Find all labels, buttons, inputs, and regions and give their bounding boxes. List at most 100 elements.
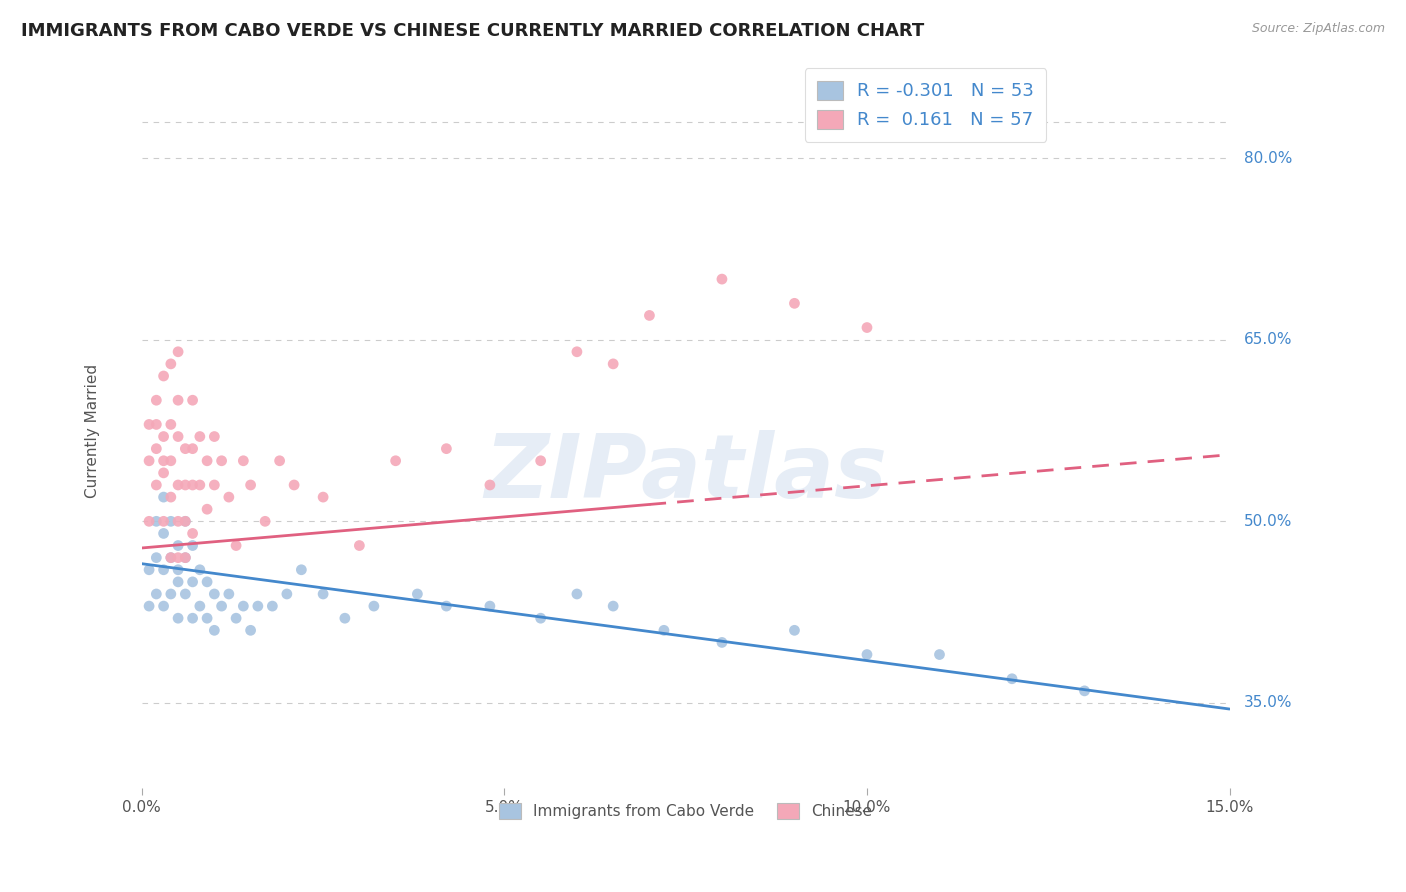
Point — [406, 587, 429, 601]
Point — [565, 587, 588, 601]
Point — [783, 296, 806, 310]
Point — [167, 344, 190, 359]
Text: Source: ZipAtlas.com: Source: ZipAtlas.com — [1251, 22, 1385, 36]
Point — [195, 502, 218, 516]
Point — [181, 611, 204, 625]
Point — [152, 490, 174, 504]
Point — [218, 587, 240, 601]
Point — [434, 599, 457, 613]
Text: 35.0%: 35.0% — [1244, 696, 1292, 711]
Point — [160, 454, 183, 468]
Point — [530, 611, 553, 625]
Point — [602, 599, 624, 613]
Point — [1001, 672, 1024, 686]
Point — [188, 599, 211, 613]
Point — [145, 478, 167, 492]
Point — [283, 478, 305, 492]
Point — [856, 320, 879, 334]
Point — [239, 624, 262, 638]
Point — [333, 611, 356, 625]
Legend: R = -0.301   N = 53, R =  0.161   N = 57: R = -0.301 N = 53, R = 0.161 N = 57 — [804, 68, 1046, 142]
Point — [188, 478, 211, 492]
Point — [174, 478, 197, 492]
Point — [638, 309, 661, 323]
Text: 65.0%: 65.0% — [1244, 332, 1292, 347]
Point — [152, 599, 174, 613]
Point — [152, 514, 174, 528]
Point — [167, 429, 190, 443]
Point — [152, 563, 174, 577]
Point — [181, 526, 204, 541]
Point — [138, 514, 160, 528]
Point — [138, 417, 160, 432]
Point — [363, 599, 385, 613]
Point — [312, 490, 335, 504]
Point — [195, 574, 218, 589]
Point — [565, 344, 588, 359]
Point — [167, 514, 190, 528]
Point — [1073, 684, 1095, 698]
Point — [254, 514, 277, 528]
Point — [181, 478, 204, 492]
Point — [152, 369, 174, 384]
Point — [195, 454, 218, 468]
Point — [188, 429, 211, 443]
Point — [181, 393, 204, 408]
Point — [174, 550, 197, 565]
Point — [152, 454, 174, 468]
Point — [145, 393, 167, 408]
Point — [160, 417, 183, 432]
Point — [478, 599, 501, 613]
Text: Currently Married: Currently Married — [86, 363, 100, 498]
Point — [232, 599, 254, 613]
Text: IMMIGRANTS FROM CABO VERDE VS CHINESE CURRENTLY MARRIED CORRELATION CHART: IMMIGRANTS FROM CABO VERDE VS CHINESE CU… — [21, 22, 924, 40]
Point — [174, 514, 197, 528]
Point — [239, 478, 262, 492]
Point — [167, 550, 190, 565]
Point — [145, 442, 167, 456]
Point — [167, 563, 190, 577]
Point — [188, 563, 211, 577]
Point — [181, 574, 204, 589]
Point — [160, 514, 183, 528]
Point — [856, 648, 879, 662]
Text: 80.0%: 80.0% — [1244, 151, 1292, 166]
Point — [202, 478, 225, 492]
Point — [167, 611, 190, 625]
Point — [167, 539, 190, 553]
Point — [174, 514, 197, 528]
Point — [312, 587, 335, 601]
Point — [202, 624, 225, 638]
Point — [167, 393, 190, 408]
Point — [152, 429, 174, 443]
Point — [138, 599, 160, 613]
Point — [160, 357, 183, 371]
Point — [160, 550, 183, 565]
Point — [174, 442, 197, 456]
Point — [478, 478, 501, 492]
Point — [181, 539, 204, 553]
Point — [783, 624, 806, 638]
Point — [262, 599, 284, 613]
Point — [202, 587, 225, 601]
Point — [652, 624, 675, 638]
Point — [225, 611, 247, 625]
Point — [232, 454, 254, 468]
Point — [167, 574, 190, 589]
Point — [152, 466, 174, 480]
Point — [138, 563, 160, 577]
Point — [145, 550, 167, 565]
Point — [145, 417, 167, 432]
Point — [710, 635, 733, 649]
Point — [434, 442, 457, 456]
Point — [211, 599, 233, 613]
Point — [710, 272, 733, 286]
Point — [138, 454, 160, 468]
Point — [160, 550, 183, 565]
Point — [530, 454, 553, 468]
Point — [349, 539, 371, 553]
Point — [174, 550, 197, 565]
Point — [246, 599, 269, 613]
Text: 50.0%: 50.0% — [1244, 514, 1292, 529]
Point — [167, 478, 190, 492]
